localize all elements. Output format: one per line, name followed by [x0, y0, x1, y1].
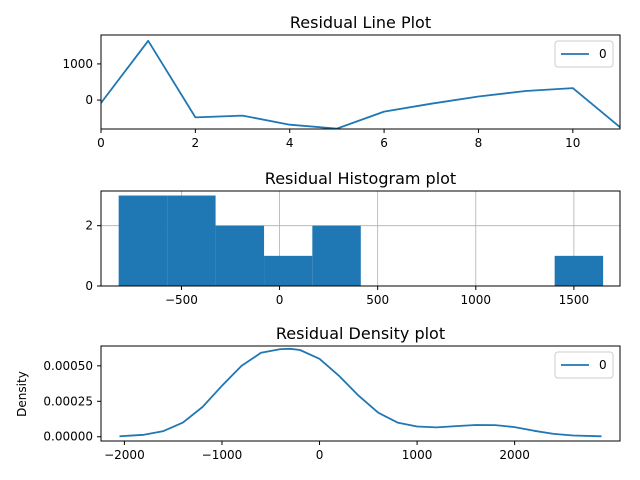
line-plot-x-tick-label: 0 — [97, 136, 105, 150]
histogram-bar — [264, 255, 313, 286]
histogram-frame — [100, 190, 621, 287]
line-plot-series — [100, 39, 621, 130]
line-plot-x-tick-label: 2 — [192, 136, 200, 150]
histogram-bar — [215, 225, 265, 286]
line-plot-x-tick-label: 6 — [380, 136, 388, 150]
density-x-tick-label: 0 — [316, 448, 324, 462]
density-plot-series — [119, 347, 602, 438]
histogram-bar — [167, 195, 216, 286]
density-plot-legend: 0 — [554, 351, 614, 379]
density-x-tick-label: 2000 — [499, 448, 530, 462]
density-y-tick-label: 0.00025 — [43, 394, 93, 408]
density-x-tick-label: 1000 — [402, 448, 433, 462]
histogram-x-tick-label: 1000 — [461, 293, 492, 307]
line-plot-frame — [100, 34, 621, 130]
histogram-y-tick-label: 0 — [85, 279, 93, 293]
line-plot-x-tick-label: 4 — [286, 136, 294, 150]
density-y-tick-label: 0.00050 — [43, 359, 93, 373]
histogram-panel: Residual Histogram plot −500 0 500 1000 1500… — [85, 169, 621, 307]
density-plot-legend-label: 0 — [599, 358, 607, 372]
line-plot-legend: 0 — [554, 40, 614, 68]
histogram-x-tick-label: 1500 — [559, 293, 590, 307]
density-x-tick-label: −1000 — [202, 448, 243, 462]
line-plot-x-tick-label: 8 — [475, 136, 483, 150]
density-plot-panel: Residual Density plot Density −2000 −1000… — [15, 324, 621, 462]
histogram-title: Residual Histogram plot — [265, 169, 456, 188]
histogram-bar — [554, 255, 604, 286]
density-plot-title: Residual Density plot — [276, 324, 445, 343]
histogram-y-tick-label: 2 — [85, 219, 93, 233]
histogram-x-tick-label: −500 — [165, 293, 198, 307]
line-plot-y-tick-label: 1000 — [62, 57, 93, 71]
histogram-x-tick-label: 0 — [276, 293, 284, 307]
density-x-tick-label: −2000 — [104, 448, 145, 462]
line-plot-panel: Residual Line Plot 0 2 4 6 8 10 0 1000 0 — [62, 13, 621, 150]
histogram-bar — [118, 195, 168, 286]
histogram-bar — [312, 225, 361, 286]
line-plot-x-tick-label: 10 — [565, 136, 580, 150]
line-plot-y-tick-label: 0 — [85, 93, 93, 107]
line-plot-title: Residual Line Plot — [290, 13, 431, 32]
density-y-axis-label: Density — [15, 371, 29, 417]
density-y-tick-label: 0.00000 — [43, 430, 93, 444]
line-plot-legend-label: 0 — [599, 47, 607, 61]
histogram-x-tick-label: 500 — [366, 293, 389, 307]
density-plot-frame — [100, 345, 621, 442]
